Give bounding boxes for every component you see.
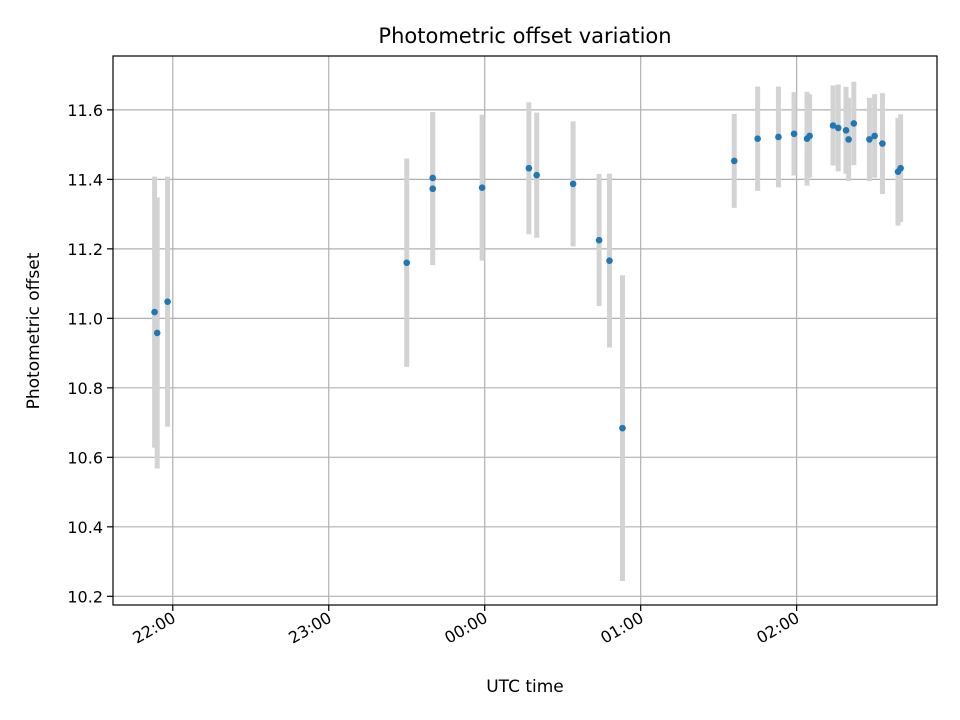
data-points bbox=[151, 120, 904, 432]
y-tick-label: 11.0 bbox=[67, 309, 103, 328]
y-tick-label: 11.2 bbox=[67, 240, 103, 259]
grid-lines bbox=[113, 56, 937, 605]
y-tick-label: 10.2 bbox=[67, 587, 103, 606]
data-point bbox=[897, 164, 904, 172]
data-point bbox=[153, 329, 161, 337]
data-point bbox=[879, 140, 886, 147]
data-point bbox=[790, 130, 798, 138]
data-point bbox=[619, 424, 626, 432]
data-point bbox=[151, 308, 158, 316]
data-point bbox=[429, 174, 437, 182]
data-point bbox=[606, 257, 613, 264]
data-point bbox=[429, 185, 437, 193]
y-tick-label: 11.4 bbox=[67, 170, 103, 189]
data-point bbox=[866, 136, 873, 143]
data-point bbox=[730, 157, 738, 165]
data-point bbox=[533, 171, 540, 179]
data-point bbox=[403, 259, 411, 267]
y-tick-label: 10.6 bbox=[67, 448, 103, 467]
chart-title: Photometric offset variation bbox=[378, 24, 671, 48]
data-point bbox=[478, 184, 486, 191]
data-point bbox=[775, 133, 782, 141]
y-tick-label: 11.6 bbox=[67, 101, 103, 120]
y-axis-ticks: 10.2 10.4 10.6 10.8 11.0 11.2 11.4 11.6 bbox=[67, 101, 113, 606]
data-point bbox=[850, 120, 858, 127]
y-tick-label: 10.8 bbox=[67, 379, 103, 398]
data-point bbox=[595, 236, 603, 244]
data-point bbox=[806, 132, 813, 140]
data-point bbox=[754, 135, 761, 142]
data-point bbox=[569, 180, 577, 188]
y-axis-label: Photometric offset bbox=[24, 252, 44, 409]
data-point bbox=[834, 124, 842, 132]
data-point bbox=[829, 122, 837, 129]
data-point bbox=[525, 164, 533, 172]
data-point bbox=[845, 136, 852, 143]
data-point bbox=[164, 298, 171, 305]
data-point bbox=[842, 127, 850, 134]
plot-frame bbox=[112, 55, 938, 606]
x-axis-label: UTC time bbox=[486, 677, 564, 697]
y-tick-label: 10.4 bbox=[67, 518, 103, 537]
data-point bbox=[871, 132, 878, 140]
